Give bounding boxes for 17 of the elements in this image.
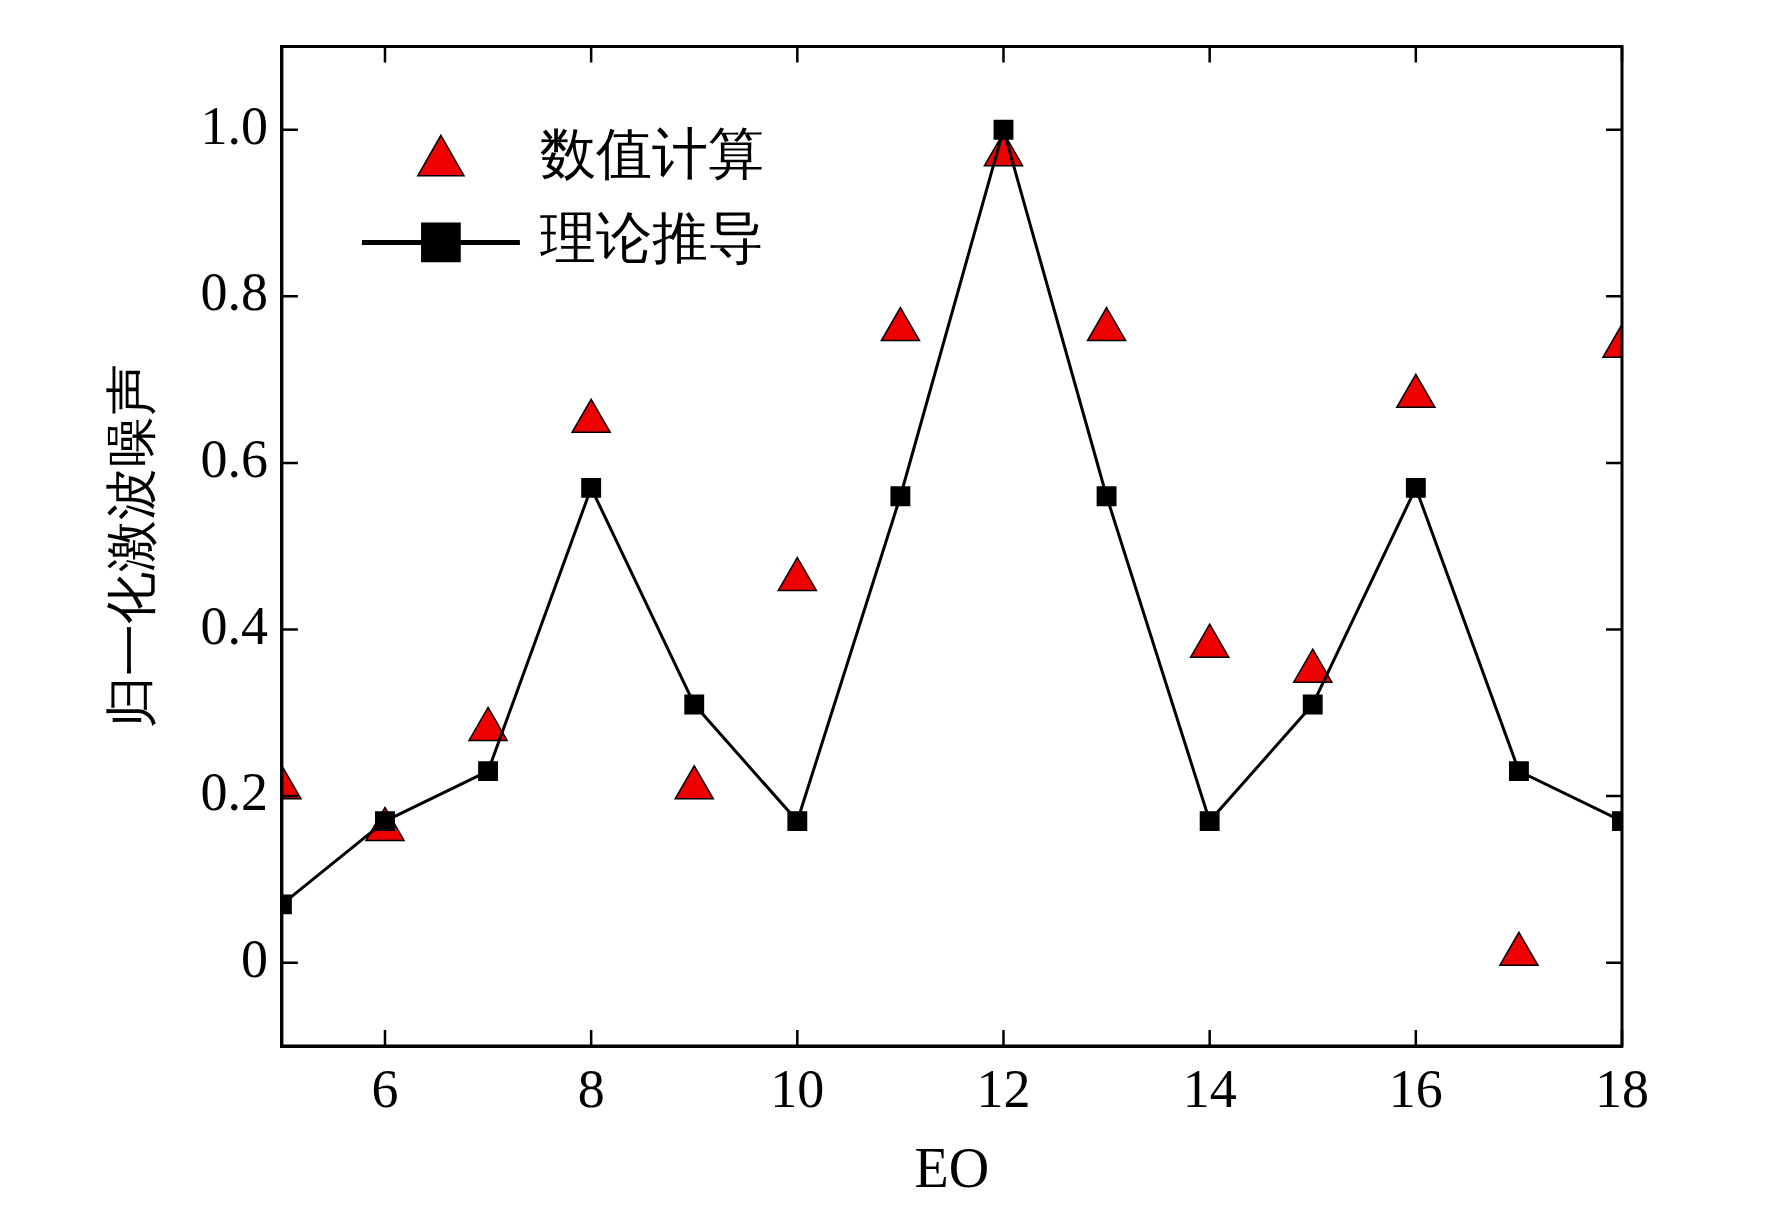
- y-tick-label: 0.8: [200, 262, 268, 323]
- legend-label: 理论推导: [539, 207, 764, 270]
- x-axis-title: EO: [914, 1137, 990, 1200]
- x-tick-label: 16: [1388, 1058, 1443, 1119]
- x-tick-label: 18: [1595, 1058, 1649, 1119]
- x-tick-label: 6: [371, 1058, 399, 1119]
- y-tick-label: 1.0: [200, 95, 268, 156]
- y-tick-label: 0.6: [200, 429, 268, 490]
- y-axis-title: 归一化激波噪声: [100, 364, 161, 729]
- x-tick-label: 10: [770, 1058, 825, 1119]
- y-tick-label: 0.2: [200, 762, 268, 823]
- legend-label: 数值计算: [539, 123, 764, 186]
- x-tick-label: 14: [1182, 1058, 1237, 1119]
- y-tick-label: 0: [240, 928, 268, 989]
- x-tick-label: 8: [577, 1058, 605, 1119]
- x-tick-label: 12: [976, 1058, 1031, 1119]
- y-tick-label: 0.4: [200, 595, 268, 656]
